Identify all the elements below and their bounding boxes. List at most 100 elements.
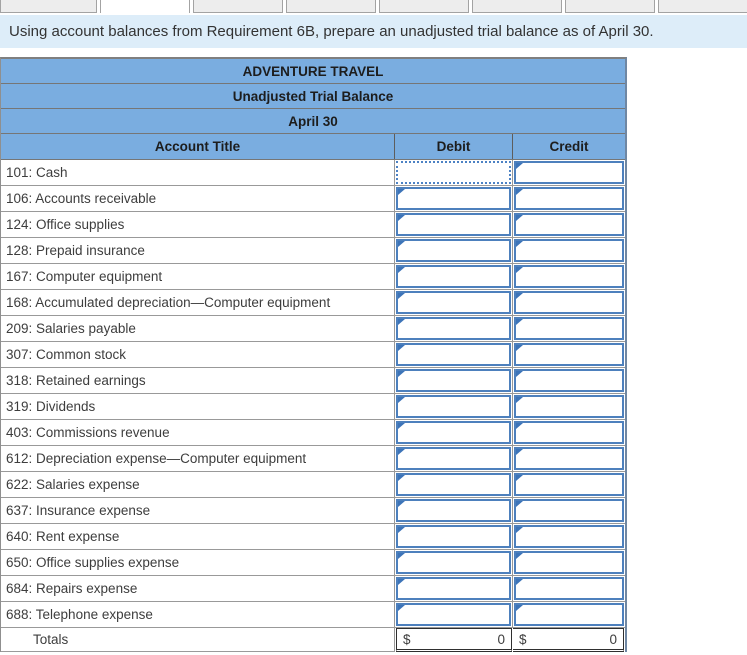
debit-input-field[interactable] (398, 215, 509, 234)
debit-cell (395, 264, 513, 289)
credit-input-field[interactable] (516, 579, 622, 598)
credit-input[interactable] (514, 421, 624, 444)
credit-input-field[interactable] (516, 475, 622, 494)
cell-flag-icon (516, 267, 523, 273)
tab-2[interactable] (100, 0, 190, 13)
debit-input[interactable] (396, 447, 511, 470)
account-title-label: 612: Depreciation expense—Computer equip… (1, 446, 395, 471)
cell-flag-icon (398, 449, 405, 455)
table-row: 684: Repairs expense (1, 576, 625, 602)
tab-4[interactable] (286, 0, 376, 13)
credit-input-field[interactable] (516, 189, 622, 208)
debit-input[interactable] (396, 603, 511, 626)
table-row: 622: Salaries expense (1, 472, 625, 498)
tab-5[interactable] (379, 0, 469, 13)
tab-7[interactable] (565, 0, 655, 13)
debit-input[interactable] (396, 161, 511, 184)
cell-flag-icon (516, 189, 523, 195)
credit-input[interactable] (514, 395, 624, 418)
debit-input-field[interactable] (398, 163, 509, 182)
credit-input[interactable] (514, 161, 624, 184)
debit-input[interactable] (396, 577, 511, 600)
credit-input[interactable] (514, 317, 624, 340)
credit-input[interactable] (514, 265, 624, 288)
debit-input[interactable] (396, 369, 511, 392)
debit-input[interactable] (396, 551, 511, 574)
debit-input-field[interactable] (398, 241, 509, 260)
credit-input-field[interactable] (516, 267, 622, 286)
account-title-label: 168: Accumulated depreciation—Computer e… (1, 290, 395, 315)
credit-input[interactable] (514, 603, 624, 626)
debit-cell (395, 472, 513, 497)
credit-input[interactable] (514, 577, 624, 600)
debit-input-field[interactable] (398, 527, 509, 546)
credit-input[interactable] (514, 213, 624, 236)
tab-3[interactable] (193, 0, 283, 13)
credit-input[interactable] (514, 473, 624, 496)
credit-input-field[interactable] (516, 215, 622, 234)
credit-input[interactable] (514, 343, 624, 366)
debit-input-field[interactable] (398, 605, 509, 624)
debit-input[interactable] (396, 265, 511, 288)
debit-input-field[interactable] (398, 267, 509, 286)
credit-cell (513, 602, 625, 627)
debit-input-field[interactable] (398, 449, 509, 468)
debit-input[interactable] (396, 525, 511, 548)
debit-input[interactable] (396, 291, 511, 314)
debit-input-field[interactable] (398, 579, 509, 598)
credit-input-field[interactable] (516, 163, 622, 182)
debit-input-field[interactable] (398, 475, 509, 494)
credit-input-field[interactable] (516, 501, 622, 520)
credit-input-field[interactable] (516, 423, 622, 442)
debit-input[interactable] (396, 343, 511, 366)
tab-8[interactable] (658, 0, 747, 13)
debit-input-field[interactable] (398, 319, 509, 338)
credit-input[interactable] (514, 291, 624, 314)
credit-input[interactable] (514, 499, 624, 522)
account-title-label: 650: Office supplies expense (1, 550, 395, 575)
credit-input-field[interactable] (516, 371, 622, 390)
credit-input-field[interactable] (516, 449, 622, 468)
credit-input[interactable] (514, 551, 624, 574)
debit-input[interactable] (396, 317, 511, 340)
debit-input[interactable] (396, 499, 511, 522)
credit-input-field[interactable] (516, 345, 622, 364)
credit-input[interactable] (514, 447, 624, 470)
cell-flag-icon (516, 215, 523, 221)
credit-input-field[interactable] (516, 319, 622, 338)
account-title-label: 684: Repairs expense (1, 576, 395, 601)
debit-input-field[interactable] (398, 293, 509, 312)
debit-input-field[interactable] (398, 501, 509, 520)
credit-input[interactable] (514, 369, 624, 392)
credit-input-field[interactable] (516, 527, 622, 546)
debit-input[interactable] (396, 187, 511, 210)
tab-1[interactable] (0, 0, 97, 13)
credit-input[interactable] (514, 239, 624, 262)
credit-input-field[interactable] (516, 605, 622, 624)
debit-input-field[interactable] (398, 189, 509, 208)
cell-flag-icon (516, 163, 523, 169)
credit-input-field[interactable] (516, 293, 622, 312)
account-title-label: 209: Salaries payable (1, 316, 395, 341)
table-row: 209: Salaries payable (1, 316, 625, 342)
tab-6[interactable] (472, 0, 562, 13)
credit-input[interactable] (514, 187, 624, 210)
debit-input-field[interactable] (398, 397, 509, 416)
debit-input[interactable] (396, 395, 511, 418)
table-row: 128: Prepaid insurance (1, 238, 625, 264)
debit-input[interactable] (396, 213, 511, 236)
tab-bar (0, 0, 747, 13)
credit-input[interactable] (514, 525, 624, 548)
debit-input-field[interactable] (398, 423, 509, 442)
debit-input[interactable] (396, 421, 511, 444)
debit-input[interactable] (396, 473, 511, 496)
debit-input-field[interactable] (398, 553, 509, 572)
table-row: 688: Telephone expense (1, 602, 625, 628)
credit-input-field[interactable] (516, 241, 622, 260)
credit-input-field[interactable] (516, 397, 622, 416)
debit-input-field[interactable] (398, 345, 509, 364)
credit-input-field[interactable] (516, 553, 622, 572)
debit-input[interactable] (396, 239, 511, 262)
debit-input-field[interactable] (398, 371, 509, 390)
cell-flag-icon (516, 605, 523, 611)
